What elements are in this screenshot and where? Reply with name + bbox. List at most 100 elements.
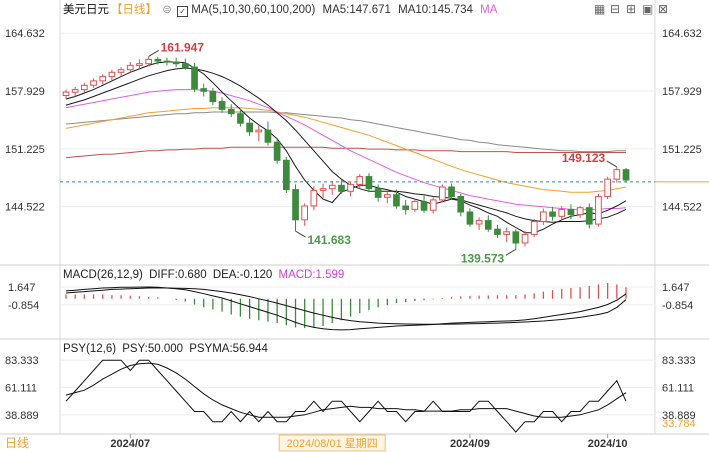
candle-body (558, 208, 566, 217)
candle-body (310, 189, 318, 207)
candle-body (604, 178, 611, 197)
candle-body (81, 84, 88, 91)
macd-params: MACD(26,12,9) (63, 269, 143, 281)
candle-body (218, 101, 226, 110)
close-icon[interactable]: ⊠ (658, 2, 669, 16)
psy-tick-left: 61.111 (5, 383, 37, 395)
candle-body (273, 141, 281, 161)
candle-body (595, 196, 602, 225)
candle-body (338, 184, 345, 192)
minus-icon[interactable]: ⊟ (610, 2, 621, 16)
candle-body (512, 231, 520, 244)
ma5-value: MA5:147.671 (322, 4, 391, 16)
macd-tick-left: -0.854 (8, 300, 39, 312)
candle-body (439, 186, 446, 201)
period-tag[interactable]: 【日线】 (111, 4, 157, 16)
candle-body (576, 207, 584, 216)
price-tick-right: 144.522 (662, 202, 702, 214)
candle-body (365, 176, 373, 190)
candle-body (172, 61, 180, 65)
candle-body (301, 205, 308, 221)
macd-diff-value: DIFF:0.680 (149, 269, 207, 281)
period-button-label: 日线 (5, 436, 30, 450)
price-annotation: 161.947 (161, 40, 205, 54)
candle-body (99, 76, 107, 82)
candle-body (283, 159, 290, 191)
main-legend: 美元日元 【日线】 ⊜ ✓ MA(5,10,30,60,100,200) MA5:… (63, 3, 497, 17)
price-tick-right: 151.225 (662, 144, 702, 156)
price-tick-left: 164.632 (5, 28, 45, 40)
psyma-value: PSYMA:56.944 (189, 343, 268, 355)
candle-body (347, 183, 354, 192)
price-annotation: 149.123 (562, 151, 606, 165)
candle-body (530, 221, 538, 235)
candle-body (292, 189, 299, 221)
candle-body (182, 63, 189, 68)
ma100-line (65, 111, 626, 153)
candle-body (319, 188, 327, 191)
ma60-line (65, 107, 627, 193)
candle-body (457, 196, 465, 213)
ma-toggle-icon[interactable]: ✓ (177, 6, 189, 17)
psyma-line (65, 362, 627, 418)
price-tick-left: 151.225 (5, 144, 45, 156)
candle-body (62, 91, 70, 96)
candle-body (90, 80, 97, 86)
candle-body (126, 64, 134, 71)
candle-body (227, 108, 235, 115)
candle-body (484, 220, 492, 230)
candle-body (429, 199, 437, 211)
ma10-value: MA10:145.734 (398, 4, 473, 16)
grid-icon[interactable]: ▦ (594, 2, 606, 16)
candle-body (264, 129, 272, 143)
price-tick-right: 157.929 (662, 86, 702, 98)
annotation-leader (505, 248, 517, 256)
price-annotation: 141.683 (308, 233, 352, 247)
candle-body (255, 129, 263, 133)
macd-dea-value: DEA:-0.120 (212, 269, 273, 281)
ma-label: MA(5,10,30,60,100,200) (191, 4, 316, 16)
candle-body (200, 88, 208, 92)
candle-body (622, 169, 630, 181)
psy-tick-left: 38.889 (5, 410, 39, 422)
x-axis-label: 2024/10 (588, 438, 628, 450)
candle-body (108, 71, 116, 78)
candle-body (475, 220, 483, 225)
price-tick-left: 157.929 (5, 86, 45, 98)
candle-body (466, 211, 474, 225)
candle-body (374, 188, 382, 198)
candle-body (411, 201, 419, 210)
candle-body (384, 194, 391, 198)
x-axis-label: 2024/07 (110, 438, 150, 450)
candle-body (585, 207, 593, 225)
period-button[interactable]: 日线 (0, 434, 61, 452)
plus-icon[interactable]: ⊞ (626, 2, 637, 16)
settings-icon[interactable]: ⊜ (162, 4, 172, 16)
candle-body (145, 58, 153, 65)
candle-body (613, 169, 621, 180)
candle-body (328, 184, 336, 190)
psy-line (65, 359, 627, 433)
candle-body (136, 63, 143, 66)
ma30-line (65, 89, 627, 210)
dea-line (65, 287, 627, 325)
symbol-name: 美元日元 (63, 4, 109, 16)
psy-tick-right: 83.333 (662, 355, 696, 367)
candle-body (209, 90, 217, 103)
psy-tick-left: 83.333 (5, 355, 39, 367)
candle-body (237, 113, 244, 124)
crosshair-date-box (278, 434, 386, 452)
psy-params: PSY(12,6) (63, 343, 117, 355)
candle-body (540, 211, 547, 222)
annotation-leader (148, 49, 159, 57)
window-icon[interactable]: ▣ (642, 2, 654, 16)
macd-legend: MACD(26,12,9) DIFF:0.680 DEA:-0.120 MACD… (63, 268, 344, 282)
price-tick-left: 144.522 (5, 202, 45, 214)
macd-hist-value: MACD:1.599 (278, 269, 345, 281)
macd-tick-left: 1.647 (8, 282, 36, 294)
candle-body (246, 122, 254, 133)
annotation-leader (606, 160, 618, 168)
price-tick-right: 164.632 (662, 28, 702, 40)
annotation-leader (295, 230, 306, 238)
